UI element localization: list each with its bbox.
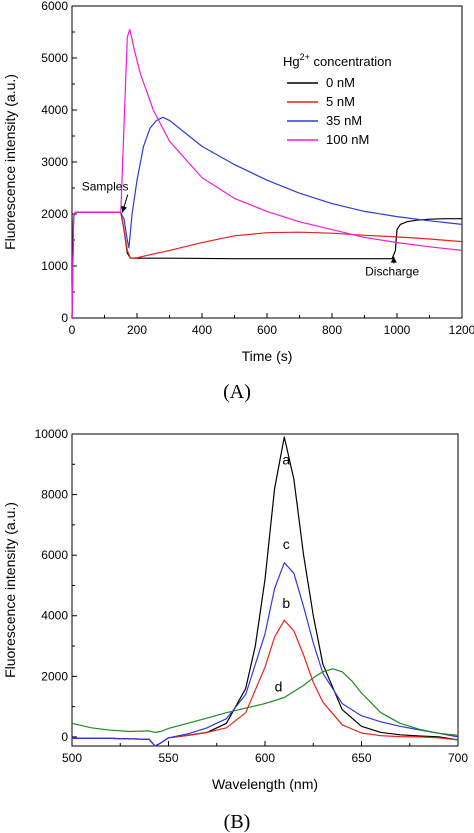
y-tick-label: 0 <box>61 311 68 325</box>
y-tick-label: 2000 <box>41 669 68 683</box>
chart-panel-a: 0 200 400 600 800 1000 1200 0 1000 2000 3000 4000 50… <box>2 0 474 403</box>
y-tick-label: 10000 <box>35 427 69 441</box>
y-tick-label: 6000 <box>41 548 68 562</box>
y-axis-title-a: Fluorescence intensity (a.u.) <box>2 74 18 250</box>
x-tick-label: 650 <box>351 751 371 765</box>
annotation-arrowhead <box>121 205 127 213</box>
curves-b <box>71 436 459 747</box>
curve-label-a: a <box>282 451 290 467</box>
annotation-label: Samples <box>82 180 129 194</box>
curve-label-d: d <box>275 678 283 694</box>
curve-label-c: c <box>283 536 290 552</box>
legend-title: Hg2+ concentration <box>283 52 392 69</box>
series-line-b-3 <box>71 668 459 736</box>
panel-label-a: (A) <box>223 381 251 403</box>
y-tick-label: 3000 <box>41 155 68 169</box>
legend-label: 5 nM <box>326 94 355 109</box>
y-tick-label: 1000 <box>41 259 68 273</box>
curve-label-b: b <box>282 595 290 611</box>
series-line-a-2 <box>71 116 463 319</box>
annotation-arrowhead <box>390 256 397 263</box>
y-tick-label: 5000 <box>41 51 68 65</box>
curve-labels-b: a b c d <box>275 451 291 694</box>
legend-label: 0 nM <box>326 75 355 90</box>
x-tick-label: 1000 <box>384 323 411 337</box>
x-axis-title-b: Wavelength (nm) <box>212 776 318 792</box>
annotations-a: Samples Discharge <box>82 180 420 279</box>
plot-frame-b <box>71 433 459 747</box>
series-line-b-0 <box>72 436 459 747</box>
series-line-b-2 <box>72 562 459 747</box>
x-tick-label: 600 <box>255 751 275 765</box>
y-tick-label: 6000 <box>41 0 68 13</box>
annotation-label: Discharge <box>365 264 419 278</box>
panel-label-b: (B) <box>224 811 251 833</box>
x-tick-label: 200 <box>127 323 147 337</box>
x-axis-title-a: Time (s) <box>242 348 293 364</box>
x-tick-label: 550 <box>158 751 178 765</box>
series-line-a-3 <box>71 28 463 319</box>
series-line-b-1 <box>72 619 459 747</box>
x-tick-label: 400 <box>192 323 212 337</box>
x-tick-label: 1200 <box>449 323 474 337</box>
curves-a <box>71 28 463 319</box>
legend-label: 35 nM <box>326 113 362 128</box>
x-tick-label: 600 <box>257 323 277 337</box>
legend-label: 100 nM <box>326 132 369 147</box>
chart-panel-b: 500 550 600 650 700 0 2000 4000 6000 8000 10000 a b… <box>2 427 468 833</box>
y-tick-label: 4000 <box>41 609 68 623</box>
y-tick-label: 0 <box>61 730 68 744</box>
y-tick-label: 2000 <box>41 207 68 221</box>
y-tick-label: 8000 <box>41 488 68 502</box>
x-tick-label: 0 <box>69 323 76 337</box>
axis-ticks-a: 0 200 400 600 800 1000 1200 0 1000 2000 3000 4000 50… <box>41 0 474 337</box>
axis-ticks-b: 500 550 600 650 700 0 2000 4000 6000 8000 10000 <box>35 427 469 765</box>
x-tick-label: 700 <box>448 751 468 765</box>
y-axis-title-b: Fluorescence intensity (a.u.) <box>2 502 18 678</box>
x-tick-label: 800 <box>322 323 342 337</box>
legend-a: Hg2+ concentration 0 nM 5 nM 35 nM 100 nM <box>283 52 392 147</box>
y-tick-label: 4000 <box>41 103 68 117</box>
x-tick-label: 500 <box>62 751 82 765</box>
